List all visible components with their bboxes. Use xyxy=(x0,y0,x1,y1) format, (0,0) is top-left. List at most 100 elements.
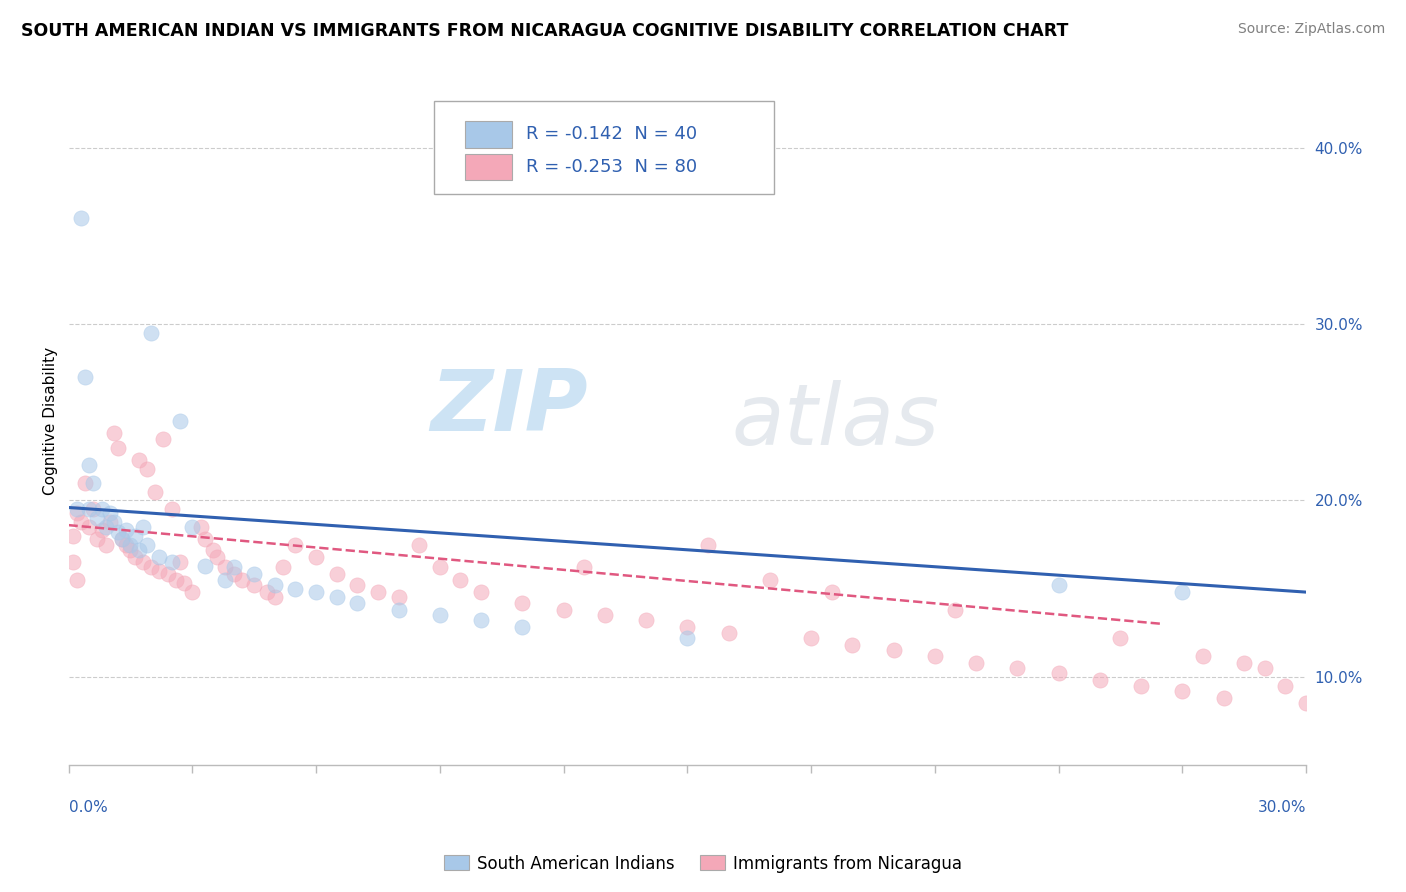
Point xyxy=(111,533,134,547)
Point xyxy=(1254,661,1277,675)
Point xyxy=(107,525,129,540)
Point xyxy=(165,573,187,587)
Point xyxy=(128,542,150,557)
Point xyxy=(222,567,245,582)
Point xyxy=(156,567,179,582)
Point xyxy=(173,576,195,591)
Point xyxy=(470,585,492,599)
Point xyxy=(77,502,100,516)
Point xyxy=(593,607,616,622)
Point xyxy=(243,567,266,582)
Point xyxy=(90,502,112,516)
Point xyxy=(284,582,307,596)
Point xyxy=(325,567,347,582)
Point xyxy=(98,515,121,529)
Point xyxy=(263,578,285,592)
Point xyxy=(634,613,657,627)
Point xyxy=(62,555,84,569)
Point xyxy=(945,603,967,617)
Point xyxy=(111,533,134,547)
Point xyxy=(77,458,100,473)
Point xyxy=(124,549,146,564)
Point xyxy=(1192,648,1215,663)
Point xyxy=(135,461,157,475)
Text: ZIP: ZIP xyxy=(430,366,588,449)
Legend: South American Indians, Immigrants from Nicaragua: South American Indians, Immigrants from … xyxy=(437,848,969,880)
Point xyxy=(86,511,108,525)
Point xyxy=(965,656,987,670)
Point xyxy=(284,537,307,551)
Point xyxy=(152,432,174,446)
Point xyxy=(271,560,294,574)
Point xyxy=(139,560,162,574)
Point xyxy=(1130,679,1153,693)
Point xyxy=(181,585,204,599)
Point xyxy=(346,578,368,592)
Point xyxy=(408,537,430,551)
Point xyxy=(135,537,157,551)
Point xyxy=(387,603,409,617)
Point xyxy=(1274,679,1296,693)
Point xyxy=(572,560,595,574)
Point xyxy=(132,520,155,534)
Point xyxy=(510,596,533,610)
Point xyxy=(62,529,84,543)
Point xyxy=(387,591,409,605)
Point xyxy=(115,537,138,551)
Point xyxy=(194,533,217,547)
Point xyxy=(70,515,93,529)
FancyBboxPatch shape xyxy=(433,102,773,194)
Point xyxy=(73,475,96,490)
Point xyxy=(449,573,471,587)
Text: atlas: atlas xyxy=(731,380,939,463)
Point xyxy=(883,643,905,657)
Point xyxy=(194,558,217,573)
Point xyxy=(676,620,699,634)
Point xyxy=(73,370,96,384)
Point xyxy=(1171,585,1194,599)
Point xyxy=(263,591,285,605)
Point xyxy=(1212,690,1234,705)
Point xyxy=(128,453,150,467)
Point xyxy=(717,625,740,640)
Text: Source: ZipAtlas.com: Source: ZipAtlas.com xyxy=(1237,22,1385,37)
Point xyxy=(214,573,236,587)
Y-axis label: Cognitive Disability: Cognitive Disability xyxy=(44,347,58,495)
Point xyxy=(759,573,782,587)
Point xyxy=(82,475,104,490)
Point xyxy=(231,573,253,587)
Point xyxy=(841,638,863,652)
Point xyxy=(1047,578,1070,592)
Point xyxy=(222,560,245,574)
Point xyxy=(66,573,89,587)
Point xyxy=(103,515,125,529)
Point xyxy=(107,441,129,455)
Point xyxy=(124,529,146,543)
Point xyxy=(169,555,191,569)
Point xyxy=(256,585,278,599)
Point xyxy=(94,537,117,551)
Point xyxy=(1088,673,1111,688)
Point xyxy=(346,596,368,610)
FancyBboxPatch shape xyxy=(464,121,512,147)
Point xyxy=(98,506,121,520)
Point xyxy=(82,502,104,516)
Point xyxy=(553,603,575,617)
Text: R = -0.253  N = 80: R = -0.253 N = 80 xyxy=(526,158,697,176)
Point xyxy=(169,414,191,428)
Point xyxy=(1109,631,1132,645)
Point xyxy=(243,578,266,592)
Point xyxy=(800,631,823,645)
Point xyxy=(510,620,533,634)
Point xyxy=(676,631,699,645)
Point xyxy=(66,506,89,520)
Point xyxy=(1233,656,1256,670)
Point xyxy=(66,502,89,516)
Point xyxy=(205,549,228,564)
Point xyxy=(148,549,170,564)
Point xyxy=(305,549,328,564)
Point xyxy=(86,533,108,547)
Point xyxy=(305,585,328,599)
Point xyxy=(696,537,718,551)
Point xyxy=(1171,683,1194,698)
